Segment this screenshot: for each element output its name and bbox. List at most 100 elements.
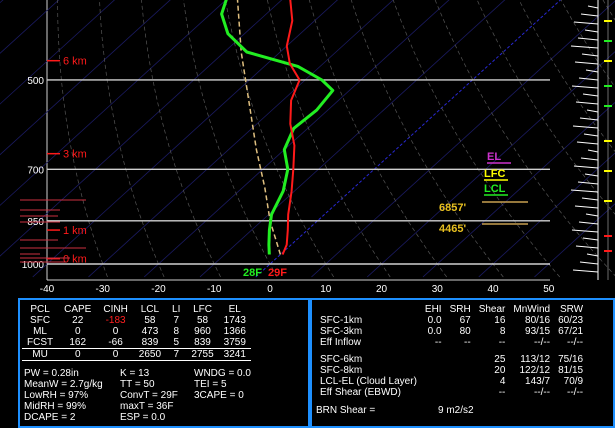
- kinematics-cell: 93/15: [525, 326, 551, 337]
- parcel-cell: 7: [166, 348, 187, 361]
- parcel-cell: 162: [69, 337, 87, 348]
- wind-barb: [587, 149, 599, 153]
- wind-barb: [583, 133, 599, 137]
- isotherm: [366, 51, 615, 278]
- isotherm: [0, 0, 227, 206]
- parcel-row: SFC 22 -183 58 7 58 1743: [22, 315, 251, 326]
- wind-barb: [571, 229, 599, 233]
- indices-col2: K = 13 TT = 50 ConvT = 29F maxT = 36F ESP = …: [120, 368, 178, 423]
- kinematics-cell: --: [434, 337, 442, 348]
- isotherm: [255, 0, 562, 278]
- kinematics-row: Eff Inflow -- -- -- --/-- --/--: [316, 337, 587, 348]
- kinematics-header-cell: SRH: [449, 304, 471, 315]
- kinematics-cell: 80: [459, 326, 471, 337]
- wind-speed-marker: [604, 140, 612, 142]
- dry-adiabat: [560, 0, 615, 88]
- kinematics-cell: 20: [494, 365, 506, 376]
- wind-barb: [577, 37, 599, 41]
- kinematics-cell: [446, 376, 475, 387]
- parcel-cell: 960: [194, 326, 211, 337]
- dry-adiabat: [602, 0, 615, 21]
- kinematics-cell: [446, 354, 475, 365]
- parcel-cell: 0: [74, 326, 81, 337]
- kinematics-header-cell: MnWind: [513, 304, 551, 315]
- wind-barb: [575, 101, 599, 105]
- indices-col3: WNDG = 0.0 TEI = 5 3CAPE = 0: [194, 368, 251, 401]
- parcel-cell: 839: [194, 337, 211, 348]
- index-value: WNDG = 0.0: [194, 368, 251, 379]
- parcel-cell: -66: [108, 337, 123, 348]
- kinematics-cell: 67/21: [558, 326, 584, 337]
- kinematics-cell: SFC-8km: [320, 365, 363, 376]
- isotherm: [0, 0, 115, 105]
- kinematics-cell: 8: [499, 326, 506, 337]
- x-tick-label: 50: [543, 284, 555, 295]
- parcel-cell: 2755: [186, 348, 219, 361]
- height-label: 0 km: [63, 254, 87, 266]
- x-tick-label: 0: [267, 284, 273, 295]
- isotherm: [0, 0, 283, 257]
- kinematics-cell: Eff Inflow: [320, 337, 361, 348]
- dry-adiabat: [267, 0, 391, 278]
- kinematics-cell: SFC-6km: [320, 354, 363, 365]
- parcel-table: PCL CAPE CINH LCL LI LFC EL SFC 22 -183 58 7 58 1743…: [22, 304, 251, 361]
- index-value: DCAPE = 2: [24, 412, 76, 423]
- kinematics-cell: [421, 387, 446, 398]
- wind-barb: [572, 125, 599, 129]
- parcel-cell: FCST: [27, 337, 54, 348]
- isotherm: [0, 0, 62, 277]
- wind-barb: [584, 29, 599, 33]
- wind-barb: [581, 53, 599, 57]
- lfc-label: LFC: [484, 168, 505, 180]
- wind-barb: [581, 197, 599, 201]
- x-tick-label: -20: [151, 284, 166, 295]
- wind-speed-marker: [604, 85, 612, 87]
- wind-speed-marker: [604, 105, 612, 107]
- parcel-cell: 5: [173, 337, 179, 348]
- wind-barb: [572, 269, 599, 273]
- pressure-label: 1000: [22, 260, 45, 271]
- isotherm: [88, 0, 394, 278]
- lcl-label: LCL: [484, 183, 506, 195]
- index-value: maxT = 36F: [120, 401, 174, 412]
- dry-adiabat: [57, 0, 108, 278]
- height-label: 6 km: [63, 56, 87, 68]
- dewpoint-trace: [220, 0, 335, 255]
- parcel-header-cell: CAPE: [64, 304, 92, 315]
- kinematics-cell: [421, 376, 446, 387]
- parcel-cell: 1743: [223, 315, 246, 326]
- parcel-cell: 473: [141, 326, 159, 337]
- parcel-cell: 1366: [223, 326, 246, 337]
- kinematics-cell: --/--: [533, 337, 551, 348]
- index-value: TEI = 5: [194, 379, 227, 390]
- kinematics-cell: --: [498, 337, 506, 348]
- kinematics-header-cell: [316, 304, 421, 315]
- kinematics-cell: 75/16: [558, 354, 584, 365]
- wind-barb: [579, 261, 599, 265]
- dry-adiabat: [350, 0, 504, 278]
- x-tick-label: -30: [96, 284, 111, 295]
- kinematics-cell: 25: [494, 354, 506, 365]
- height-label: 1 km: [63, 225, 87, 237]
- kinematics-row: SFC-6km 25 113/12 75/16: [316, 354, 587, 365]
- parcel-panel: PCL CAPE CINH LCL LI LFC EL SFC 22 -183 58 7 58 1743…: [18, 298, 310, 428]
- parcel-cell: 22: [72, 315, 84, 326]
- wind-barb: [585, 69, 599, 73]
- kinematics-panel: EHI SRH Shear MnWind SRW SFC-1km 0.0 67 16 80/16…: [310, 298, 615, 428]
- wind-barb: [582, 93, 599, 97]
- kinematics-row: SFC-1km 0.0 67 16 80/16 60/23: [316, 315, 587, 326]
- wind-barb-column: [570, 0, 612, 280]
- kinematics-cell: 60/23: [558, 315, 584, 326]
- parcel-cell: MU: [22, 348, 59, 361]
- parcel-trace: [236, 0, 282, 255]
- parcel-cell: ML: [33, 326, 47, 337]
- parcel-cell: 839: [141, 337, 159, 348]
- wind-barb: [586, 109, 599, 113]
- kinematics-header-cell: Shear: [478, 304, 506, 315]
- wind-barb: [578, 77, 599, 81]
- isotherm: [0, 0, 171, 156]
- wind-barb: [587, 5, 599, 9]
- wind-barb: [586, 253, 599, 257]
- index-value: TT = 50: [120, 379, 155, 390]
- brn-shear-label: BRN Shear =: [316, 405, 376, 416]
